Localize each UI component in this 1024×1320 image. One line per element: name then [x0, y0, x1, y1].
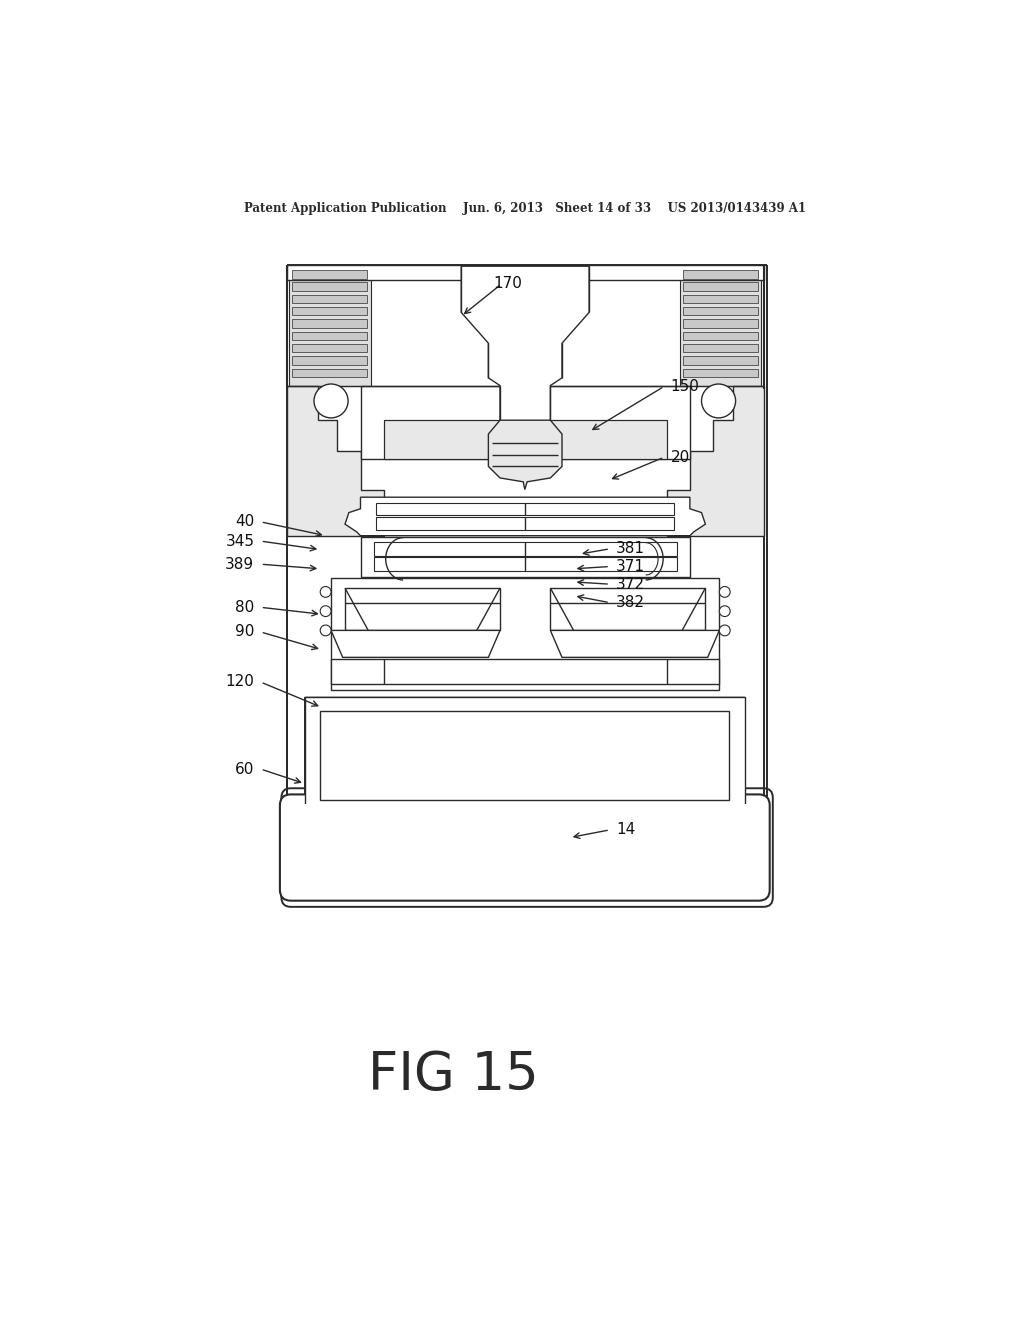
Text: 60: 60 [234, 762, 254, 776]
Circle shape [719, 626, 730, 636]
Bar [550, 589, 706, 631]
Bar [292, 319, 368, 327]
Bar [289, 267, 371, 385]
Circle shape [321, 626, 331, 636]
Circle shape [321, 586, 331, 598]
Bar [683, 368, 758, 378]
Text: 381: 381 [616, 541, 645, 556]
Circle shape [314, 384, 348, 418]
Text: FIG 15: FIG 15 [368, 1048, 539, 1101]
Bar [376, 503, 675, 515]
Text: 382: 382 [616, 595, 645, 610]
Bar [360, 537, 690, 577]
Text: 389: 389 [225, 557, 254, 572]
Bar [360, 385, 690, 459]
Circle shape [321, 606, 331, 616]
Bar [683, 282, 758, 290]
Text: 150: 150 [671, 379, 699, 393]
FancyBboxPatch shape [305, 697, 744, 832]
Text: 120: 120 [225, 675, 254, 689]
Bar [331, 578, 719, 689]
Bar [321, 711, 729, 800]
Bar [384, 420, 667, 459]
Polygon shape [345, 498, 706, 536]
Bar [683, 345, 758, 352]
Bar [331, 659, 719, 684]
Bar [375, 557, 677, 572]
Text: 170: 170 [494, 276, 522, 292]
Bar [292, 294, 368, 304]
Polygon shape [667, 385, 764, 536]
Text: 90: 90 [234, 624, 254, 639]
Bar [292, 308, 368, 315]
Bar [291, 804, 761, 826]
FancyBboxPatch shape [282, 788, 773, 907]
Bar [683, 331, 758, 341]
Bar [345, 589, 500, 631]
Text: 372: 372 [616, 577, 645, 591]
Bar [683, 356, 758, 364]
Polygon shape [331, 631, 500, 657]
Bar [287, 264, 764, 280]
Bar [384, 420, 667, 459]
Bar [292, 331, 368, 341]
Text: 20: 20 [671, 450, 690, 465]
Bar [292, 282, 368, 290]
Bar [292, 356, 368, 364]
Bar [376, 517, 675, 531]
Bar [305, 697, 744, 813]
Circle shape [719, 586, 730, 598]
Polygon shape [488, 420, 562, 490]
Bar [292, 345, 368, 352]
Text: 345: 345 [225, 533, 254, 549]
Text: 80: 80 [236, 599, 254, 615]
Polygon shape [287, 385, 384, 536]
Bar [683, 294, 758, 304]
Circle shape [701, 384, 735, 418]
Text: 14: 14 [616, 822, 636, 837]
Circle shape [719, 606, 730, 616]
Bar [683, 271, 758, 279]
Text: 40: 40 [236, 515, 254, 529]
Bar [683, 319, 758, 327]
Bar [375, 543, 677, 556]
Text: Patent Application Publication    Jun. 6, 2013   Sheet 14 of 33    US 2013/01434: Patent Application Publication Jun. 6, 2… [244, 202, 806, 215]
Bar [683, 308, 758, 315]
Text: 371: 371 [616, 558, 645, 574]
Polygon shape [550, 631, 719, 657]
Bar [292, 368, 368, 378]
Bar [292, 271, 368, 279]
Bar [680, 267, 761, 385]
FancyBboxPatch shape [280, 795, 770, 900]
Polygon shape [461, 267, 589, 473]
Bar [287, 796, 764, 812]
